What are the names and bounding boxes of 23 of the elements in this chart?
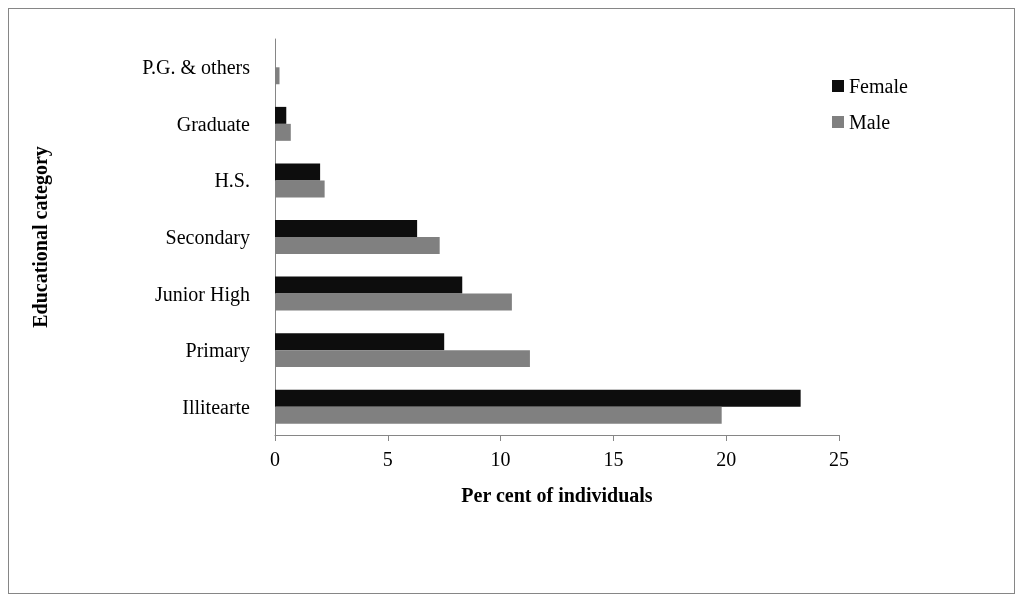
x-tick-label: 15 (603, 448, 624, 470)
legend-label: Male (849, 111, 891, 133)
bar (275, 220, 418, 237)
y-tick-label: Secondary (165, 226, 250, 249)
x-tick-label: 5 (382, 448, 393, 470)
y-tick-label: Graduate (176, 112, 251, 135)
y-tick-label: Illitearte (182, 395, 251, 418)
x-tick-label: 0 (270, 448, 280, 470)
y-tick-label: Junior High (155, 282, 250, 306)
legend-label: Female (849, 75, 908, 97)
bar (275, 333, 445, 351)
y-axis-title: Educational category (29, 146, 52, 328)
bar (275, 276, 463, 294)
x-tick-label: 10 (490, 448, 511, 470)
x-tick-label: 25 (829, 448, 849, 470)
y-tick-label: H.S. (214, 169, 250, 192)
x-axis-title: Per cent of individuals (461, 484, 653, 506)
bar (275, 106, 287, 124)
x-tick-label: 20 (716, 448, 737, 470)
y-tick-label: Primary (185, 339, 250, 363)
y-tick-label: P.G. & others (142, 56, 251, 79)
bar (275, 389, 801, 407)
bar (275, 163, 321, 181)
